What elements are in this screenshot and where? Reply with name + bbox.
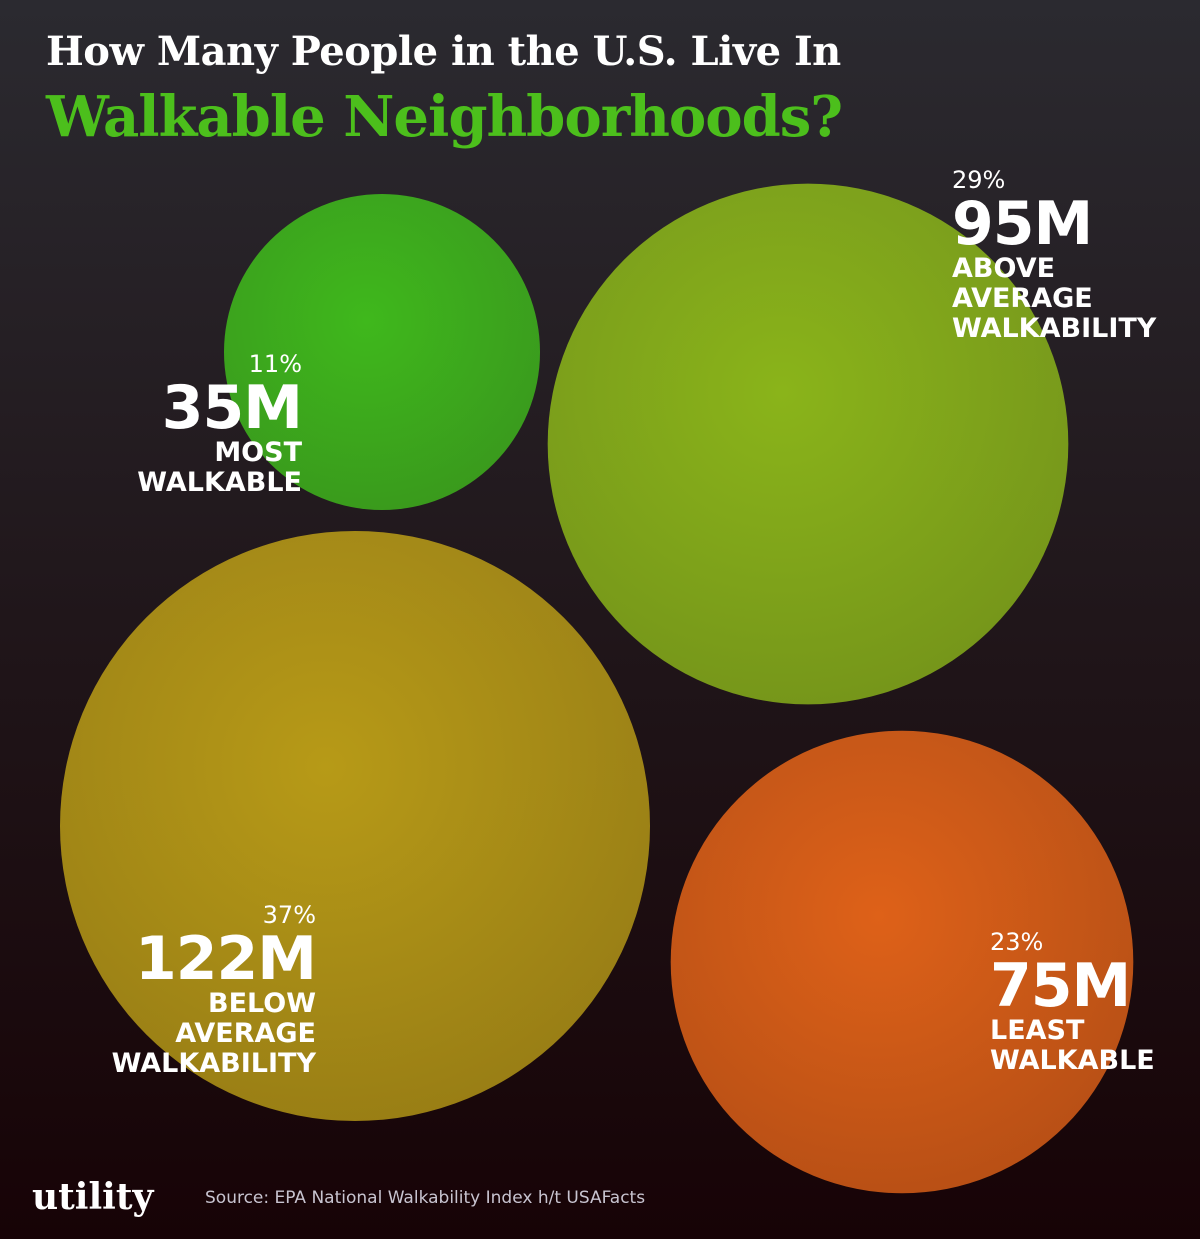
- value-label: 35M: [161, 373, 303, 443]
- share-label: 29%: [952, 166, 1006, 194]
- category-label: LEAST WALKABLE: [990, 1015, 1155, 1076]
- bubble-label: 23% 75M LEAST WALKABLE: [990, 930, 1155, 1076]
- bubble: [670, 730, 1134, 1194]
- share-label: 11%: [248, 350, 302, 378]
- bubble: [60, 531, 650, 1121]
- logo: utility: [32, 1176, 154, 1218]
- category-label: MOST WALKABLE: [137, 437, 302, 498]
- value-label: 122M: [135, 924, 317, 994]
- value-label: 95M: [952, 189, 1093, 259]
- share-label: 23%: [990, 928, 1044, 956]
- value-label: 75M: [990, 951, 1131, 1021]
- chart-title: How Many People in the U.S. Live In: [46, 28, 841, 75]
- bubble-label: 11% 35M MOST WALKABLE: [137, 350, 303, 498]
- bubble-label: 37% 122M BELOW AVERAGE WALKABILITY: [111, 901, 317, 1079]
- chart-subtitle: Walkable Neighborhoods?: [46, 84, 843, 150]
- category-label: BELOW AVERAGE WALKABILITY: [111, 988, 317, 1079]
- share-label: 37%: [262, 901, 316, 929]
- bubble: [223, 193, 541, 511]
- source: Source: EPA National Walkability Index h…: [205, 1188, 646, 1208]
- bubble-label: 29% 95M ABOVE AVERAGE WALKABILITY: [952, 168, 1156, 344]
- category-label: ABOVE AVERAGE WALKABILITY: [952, 253, 1157, 344]
- bubble: [547, 183, 1069, 705]
